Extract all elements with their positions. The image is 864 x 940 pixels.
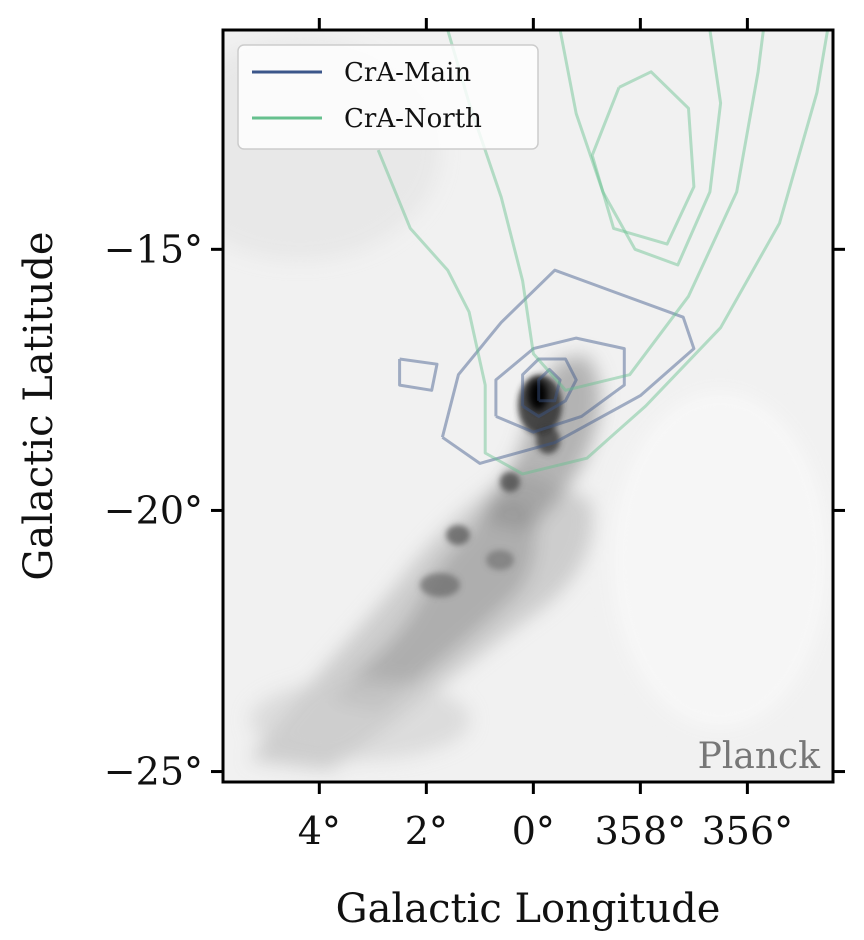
y-tick-label-0: −15° bbox=[104, 227, 203, 271]
y-tick-label-1: −20° bbox=[104, 488, 203, 532]
contour-cra-main-1 bbox=[494, 336, 626, 434]
x-tick-label-3: 358° bbox=[595, 809, 687, 853]
plot-frame bbox=[221, 28, 835, 784]
x-tick-label-0: 4° bbox=[298, 809, 341, 853]
axis-ticks: 4° 2° 0° 358° 356° −15° −20° −25° bbox=[104, 18, 845, 853]
legend-label-crA-main: CrA-Main bbox=[344, 58, 471, 88]
x-tick-label-2: 0° bbox=[512, 809, 555, 853]
contour-cra-north-2 bbox=[558, 30, 723, 267]
contour-cra-main-2 bbox=[521, 357, 578, 418]
contour-cra-north-1 bbox=[446, 30, 765, 392]
y-tick-label-2: −25° bbox=[104, 750, 203, 794]
contour-cra-main-3 bbox=[537, 367, 562, 403]
contour-cra-main-4 bbox=[398, 357, 439, 392]
y-axis-title: Galactic Latitude bbox=[16, 231, 62, 580]
contour-cra-main-0 bbox=[440, 268, 696, 465]
x-tick-label-4: 356° bbox=[702, 809, 794, 853]
x-axis-title: Galactic Longitude bbox=[336, 886, 721, 932]
legend-label-crA-north: CrA-North bbox=[344, 104, 482, 134]
survey-label: Planck bbox=[698, 736, 822, 777]
contour-cra-north-3 bbox=[590, 70, 696, 246]
legend: CrA-Main CrA-North bbox=[237, 44, 539, 150]
x-tick-label-1: 2° bbox=[405, 809, 448, 853]
contour-cra-north-0 bbox=[376, 30, 830, 476]
planck-dust-map bbox=[223, 30, 833, 782]
contour-layer bbox=[376, 30, 830, 476]
